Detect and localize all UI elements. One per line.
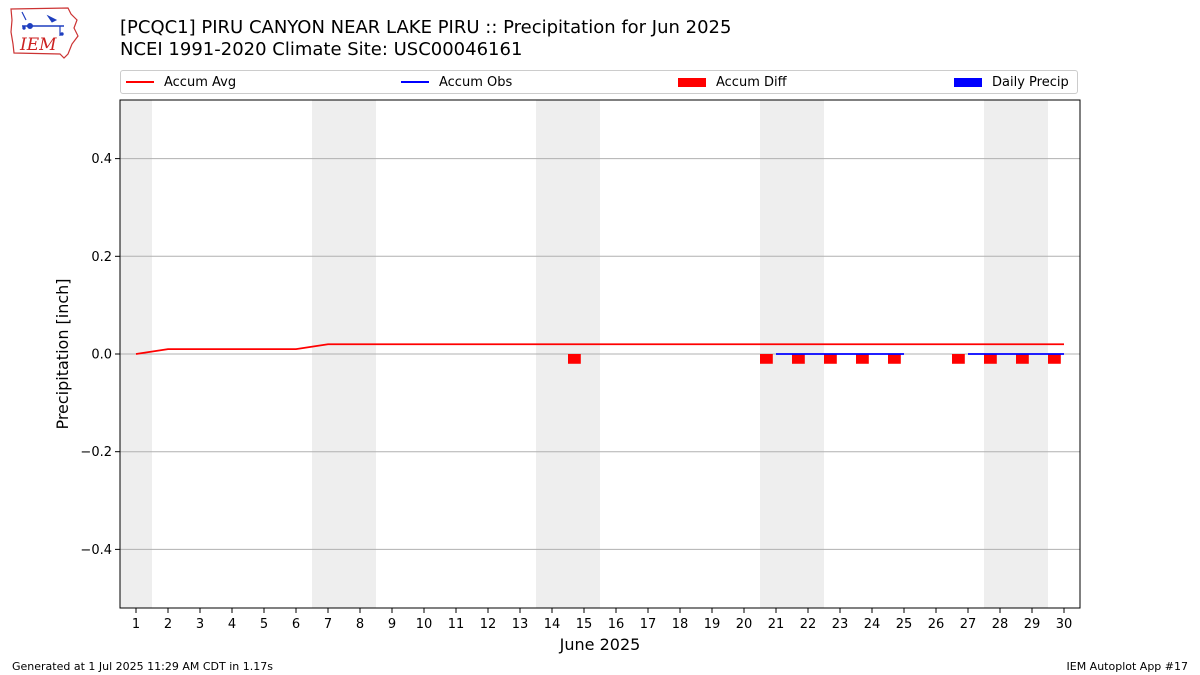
x-tick-label: 9: [388, 617, 396, 632]
legend-swatch-daily-precip: [954, 77, 982, 87]
legend-item-daily-precip: Daily Precip: [954, 71, 1069, 93]
logo-text: IEM: [19, 35, 57, 55]
y-tick-label: 0.0: [91, 348, 112, 363]
accum-avg-line: [135, 343, 1064, 355]
accum-diff-bar: [1048, 354, 1061, 364]
x-tick-label: 10: [416, 617, 433, 632]
x-tick-label: 27: [960, 617, 977, 632]
x-tick-label: 1: [132, 617, 140, 632]
x-tick-label: 24: [864, 617, 881, 632]
x-tick-label: 29: [1024, 617, 1041, 632]
x-tick-label: 12: [480, 617, 497, 632]
x-tick-label: 2: [164, 617, 172, 632]
legend-item-accum-diff: Accum Diff: [678, 71, 787, 93]
chart-title: [PCQC1] PIRU CANYON NEAR LAKE PIRU :: Pr…: [120, 17, 732, 38]
x-tick-label: 6: [292, 617, 300, 632]
x-tick-label: 19: [704, 617, 721, 632]
x-tick-label: 5: [260, 617, 268, 632]
x-tick-label: 21: [768, 617, 785, 632]
x-tick-label: 26: [928, 617, 945, 632]
x-tick-label: 13: [512, 617, 529, 632]
y-tick-label: 0.4: [91, 152, 112, 167]
x-tick-label: 17: [640, 617, 657, 632]
x-tick-label: 25: [896, 617, 913, 632]
x-tick-label: 20: [736, 617, 753, 632]
iowa-outline-icon: [10, 7, 79, 59]
iem-logo: IEM: [10, 7, 79, 59]
legend-swatch-accum-avg: [126, 81, 154, 83]
app-label: IEM Autoplot App #17: [1066, 660, 1189, 673]
y-tick-label: −0.2: [80, 445, 112, 460]
accum-diff-bar: [760, 354, 773, 364]
x-tick-label: 4: [228, 617, 236, 632]
weather-instrument-icon: [21, 11, 64, 36]
x-tick-label: 23: [832, 617, 849, 632]
x-tick-label: 28: [992, 617, 1009, 632]
y-axis-label: Precipitation [inch]: [53, 278, 72, 429]
chart-legend: Accum Avg Accum Obs Accum Diff Daily Pre…: [120, 70, 1078, 94]
y-tick-label: −0.4: [80, 543, 112, 558]
legend-item-accum-obs: Accum Obs: [401, 71, 512, 93]
legend-label-accum-avg: Accum Avg: [164, 74, 237, 90]
plot-frame: [119, 99, 1081, 609]
legend-label-accum-diff: Accum Diff: [716, 74, 787, 90]
accum-diff-bar: [856, 354, 869, 364]
x-tick-label: 8: [356, 617, 364, 632]
accum-diff-bar: [568, 354, 581, 364]
x-tick-label: 3: [196, 617, 204, 632]
x-tick-label: 16: [608, 617, 625, 632]
x-tick-label: 15: [576, 617, 593, 632]
accum-diff-bar: [792, 354, 805, 364]
accum-diff-bar: [1016, 354, 1029, 364]
legend-label-accum-obs: Accum Obs: [439, 74, 513, 90]
x-tick-label: 14: [544, 617, 561, 632]
generated-timestamp: Generated at 1 Jul 2025 11:29 AM CDT in …: [12, 660, 273, 673]
x-tick-label: 18: [672, 617, 689, 632]
accum-diff-bar: [952, 354, 965, 364]
legend-swatch-accum-obs: [401, 81, 429, 83]
x-axis-label: June 2025: [559, 635, 641, 654]
legend-swatch-accum-diff: [678, 77, 706, 87]
y-tick-label: 0.2: [91, 250, 112, 265]
accum-diff-bar: [824, 354, 837, 364]
accum-diff-bar: [888, 354, 901, 364]
x-tick-label: 30: [1056, 617, 1073, 632]
accum-diff-bar: [984, 354, 997, 364]
legend-label-daily-precip: Daily Precip: [992, 74, 1069, 90]
x-tick-label: 11: [448, 617, 465, 632]
legend-item-accum-avg: Accum Avg: [126, 71, 236, 93]
chart-subtitle: NCEI 1991-2020 Climate Site: USC00046161: [120, 39, 523, 60]
x-tick-label: 7: [324, 617, 332, 632]
x-tick-label: 22: [800, 617, 817, 632]
